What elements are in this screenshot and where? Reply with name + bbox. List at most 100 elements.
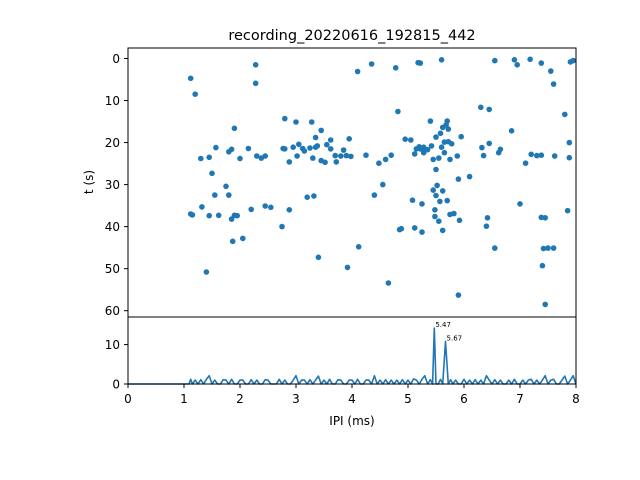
scatter-point: [327, 146, 334, 152]
scatter-point: [223, 183, 229, 190]
scatter-point: [192, 91, 198, 97]
scatter-point: [253, 153, 260, 159]
scatter-point: [237, 155, 243, 162]
scatter-point: [548, 68, 554, 74]
scatter-point: [282, 146, 288, 152]
scatter-point: [286, 207, 293, 213]
scatter-point: [444, 118, 451, 124]
scatter-point: [444, 197, 451, 204]
scatter-point: [550, 81, 557, 87]
scatter-point: [206, 154, 212, 161]
scatter-point: [348, 153, 354, 160]
scatter-point: [234, 212, 240, 219]
scatter-point: [480, 152, 487, 159]
scatter-point: [282, 115, 288, 122]
top-y-axis-label: t (s): [82, 170, 96, 194]
scatter-point: [248, 206, 254, 213]
scatter-point: [564, 207, 571, 214]
scatter-point: [212, 192, 218, 198]
scatter-point: [411, 151, 418, 157]
scatter-point: [279, 223, 285, 230]
scatter-point: [441, 149, 448, 156]
scatter-point: [534, 152, 540, 159]
scatter-point: [545, 245, 551, 251]
scatter-point: [439, 227, 446, 234]
scatter-point: [434, 182, 440, 189]
scatter-point: [433, 166, 439, 173]
scatter-point: [508, 128, 515, 134]
scatter-point: [539, 262, 546, 269]
bottom-x-tick-label: 7: [516, 392, 524, 406]
scatter-point: [538, 60, 545, 66]
scatter-point: [203, 269, 210, 275]
scatter-point: [542, 301, 548, 308]
peak-annotations: 5.47 5.67: [435, 321, 462, 342]
scatter-point: [566, 139, 573, 146]
scatter-point: [455, 292, 462, 298]
scatter-point: [402, 136, 409, 142]
bottom-y-tick-label: 10: [105, 338, 120, 352]
scatter-point: [550, 245, 557, 251]
top-y-tick-label: 20: [105, 136, 120, 150]
scatter-point: [228, 146, 235, 153]
scatter-point: [252, 80, 259, 87]
scatter-point: [206, 212, 212, 219]
scatter-point: [371, 192, 378, 198]
bottom-x-tick-label: 3: [292, 392, 300, 406]
scatter-point: [380, 181, 386, 188]
scatter-point: [479, 144, 485, 151]
scatter-point: [262, 153, 269, 159]
scatter-point: [458, 133, 465, 140]
scatter-point: [408, 137, 414, 143]
scatter-point: [199, 204, 205, 210]
bottom-y-tick-label: 0: [112, 378, 120, 392]
scatter-point: [436, 155, 442, 161]
scatter-point: [311, 193, 317, 199]
scatter-point: [540, 245, 547, 252]
scatter-point: [385, 280, 392, 286]
bottom-y-ticks: 0 10: [105, 338, 128, 392]
scatter-point: [448, 141, 455, 147]
scatter-point: [301, 148, 308, 154]
top-y-tick-label: 60: [105, 304, 120, 318]
scatter-point: [392, 65, 399, 71]
scatter-point: [308, 119, 315, 125]
scatter-point: [332, 152, 339, 159]
top-y-tick-label: 10: [105, 94, 120, 108]
scatter-point: [262, 203, 269, 209]
scatter-point: [252, 62, 259, 68]
scatter-point: [318, 127, 325, 134]
scatter-point: [527, 56, 533, 63]
bottom-x-tick-label: 5: [404, 392, 412, 406]
scatter-point: [363, 152, 369, 158]
scatter-point: [417, 60, 424, 66]
scatter-point: [209, 170, 215, 177]
scatter-point: [290, 144, 297, 150]
scatter-point: [438, 57, 445, 63]
scatter-point: [456, 217, 463, 224]
scatter-point: [492, 245, 498, 251]
top-y-tick-label: 30: [105, 178, 120, 192]
scatter-point: [294, 153, 300, 159]
scatter-point: [245, 145, 252, 152]
scatter-point: [409, 197, 416, 203]
scatter-point: [454, 153, 461, 159]
scatter-point: [437, 130, 444, 137]
bottom-x-tick-label: 2: [236, 392, 244, 406]
scatter-point: [551, 153, 558, 159]
scatter-point: [522, 160, 529, 166]
scatter-point: [314, 143, 321, 149]
scatter-point: [432, 213, 438, 220]
scatter-point: [189, 212, 196, 218]
peak-annotation-label: 5.67: [447, 334, 463, 342]
scatter-point: [344, 264, 351, 271]
scatter-point: [293, 119, 299, 125]
scatter-point: [437, 198, 443, 205]
scatter-point: [268, 204, 274, 211]
scatter-point: [427, 118, 434, 124]
scatter-point: [340, 147, 347, 153]
scatter-point: [492, 57, 498, 64]
scatter-point: [517, 201, 523, 207]
scatter-point: [411, 225, 418, 231]
